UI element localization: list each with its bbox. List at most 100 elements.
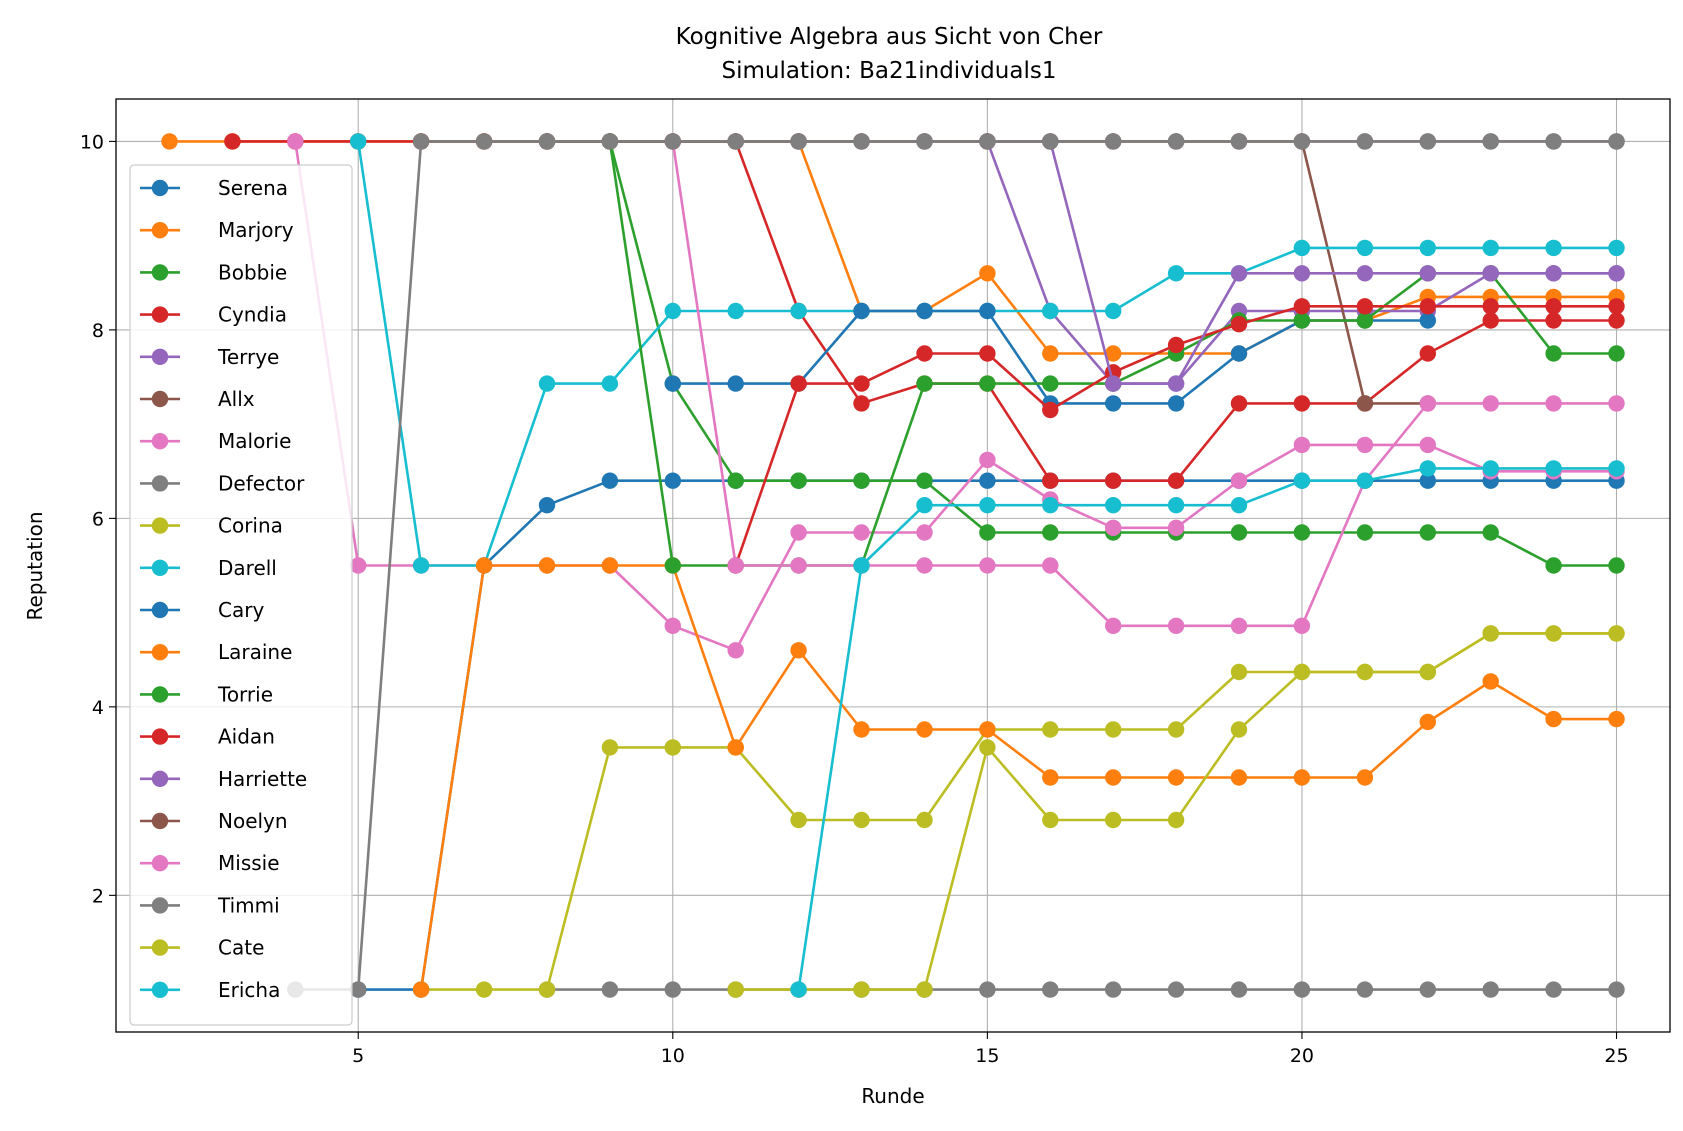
legend-item-harriette: Harriette bbox=[140, 767, 307, 791]
data-point-missie bbox=[1482, 395, 1499, 412]
data-point-cyndia bbox=[853, 395, 870, 412]
data-point-darell bbox=[1419, 239, 1437, 257]
data-point-bobbie bbox=[979, 524, 996, 541]
legend-item-cate: Cate bbox=[140, 936, 264, 960]
legend-item-cyndia: Cyndia bbox=[140, 303, 287, 327]
data-point-cyndia bbox=[1293, 395, 1311, 412]
data-point-laraine bbox=[1356, 769, 1374, 786]
data-point-ericha bbox=[1482, 460, 1499, 477]
data-point-corina bbox=[916, 811, 933, 829]
x-tick-label: 5 bbox=[352, 1045, 364, 1067]
data-point-cary bbox=[853, 302, 870, 320]
series-line-timmi bbox=[295, 140, 1617, 991]
legend-marker bbox=[151, 770, 169, 787]
legend-marker bbox=[151, 939, 169, 956]
data-point-cary bbox=[979, 302, 996, 320]
legend-item-allx: Allx bbox=[140, 387, 255, 411]
data-point-corina bbox=[1042, 721, 1059, 738]
data-point-bobbie bbox=[1230, 524, 1248, 541]
legend-item-noelyn: Noelyn bbox=[140, 809, 288, 833]
data-point-corina bbox=[1230, 663, 1248, 681]
data-point-marjory bbox=[161, 133, 178, 150]
legend-label: Malorie bbox=[218, 429, 291, 453]
legend-marker bbox=[151, 644, 169, 661]
data-point-aidan bbox=[1293, 298, 1311, 315]
data-point-malorie bbox=[1293, 436, 1311, 454]
legend-label: Missie bbox=[218, 851, 280, 875]
data-point-cary bbox=[727, 375, 744, 392]
data-point-malorie bbox=[853, 524, 870, 541]
data-point-missie bbox=[727, 557, 744, 574]
data-point-timmi bbox=[1356, 133, 1374, 150]
data-point-defector bbox=[1293, 981, 1311, 998]
y-axis-label: Reputation bbox=[23, 511, 47, 620]
data-point-timmi bbox=[790, 133, 807, 150]
data-point-cate bbox=[1105, 811, 1122, 829]
series-line-missie bbox=[671, 141, 1617, 628]
data-point-corina bbox=[1105, 721, 1122, 738]
data-point-cyndia bbox=[1545, 312, 1562, 329]
legend-marker bbox=[151, 812, 169, 830]
data-point-laraine bbox=[916, 721, 933, 738]
legend-item-aidan: Aidan bbox=[140, 725, 275, 749]
data-point-laraine bbox=[1167, 769, 1185, 786]
legend-item-serena: Serena bbox=[140, 176, 288, 200]
data-point-cyndia bbox=[1042, 472, 1059, 489]
data-point-ericha bbox=[1545, 460, 1562, 477]
legend-marker bbox=[151, 559, 169, 576]
data-point-laraine bbox=[727, 739, 744, 756]
legend-marker bbox=[151, 517, 169, 534]
data-point-aidan bbox=[790, 375, 807, 392]
data-point-cate bbox=[1608, 625, 1625, 642]
data-point-missie bbox=[1167, 617, 1185, 634]
data-point-aidan bbox=[1419, 298, 1437, 315]
data-point-darell bbox=[1105, 302, 1122, 320]
data-point-torrie bbox=[664, 557, 681, 574]
data-point-malorie bbox=[979, 451, 996, 469]
legend-marker bbox=[151, 855, 169, 872]
data-point-harriette bbox=[1356, 265, 1374, 282]
data-point-malorie bbox=[287, 133, 304, 150]
legend-item-malorie: Malorie bbox=[140, 429, 291, 453]
data-point-cate bbox=[727, 981, 744, 998]
legend-item-bobbie: Bobbie bbox=[140, 260, 287, 284]
data-point-timmi bbox=[538, 133, 556, 150]
legend-marker bbox=[151, 981, 169, 998]
data-point-timmi bbox=[727, 133, 744, 150]
legend-item-terrye: Terrye bbox=[140, 345, 279, 369]
series-line-laraine bbox=[419, 564, 1617, 990]
data-point-cary bbox=[1419, 312, 1437, 329]
data-point-timmi bbox=[1167, 133, 1185, 150]
data-point-bobbie bbox=[853, 472, 870, 489]
legend-marker bbox=[151, 222, 169, 239]
data-point-bobbie bbox=[1545, 557, 1562, 574]
data-point-harriette bbox=[1105, 375, 1122, 392]
data-point-bobbie bbox=[1293, 524, 1311, 541]
data-point-timmi bbox=[1105, 133, 1122, 150]
data-point-timmi bbox=[1230, 133, 1248, 150]
data-point-malorie bbox=[727, 642, 744, 659]
series-cate bbox=[727, 625, 1625, 998]
legend-label: Marjory bbox=[218, 218, 294, 242]
data-point-laraine bbox=[979, 721, 996, 738]
data-point-timmi bbox=[1482, 133, 1499, 150]
data-point-darell bbox=[790, 302, 807, 320]
legend-label: Aidan bbox=[218, 725, 275, 749]
data-point-cate bbox=[1419, 663, 1437, 681]
legend-label: Ericha bbox=[218, 978, 280, 1002]
legend-item-corina: Corina bbox=[140, 514, 283, 538]
x-tick-label: 20 bbox=[1290, 1045, 1314, 1067]
data-point-laraine bbox=[1230, 769, 1248, 786]
data-point-serena bbox=[538, 497, 556, 514]
data-point-laraine bbox=[475, 557, 493, 574]
data-point-malorie bbox=[790, 524, 807, 541]
legend-marker bbox=[151, 897, 169, 914]
legend-label: Allx bbox=[218, 387, 255, 411]
legend-marker bbox=[151, 179, 169, 197]
data-point-darell bbox=[664, 302, 681, 320]
data-point-laraine bbox=[1042, 769, 1059, 786]
data-point-bobbie bbox=[1419, 524, 1437, 541]
data-point-aidan bbox=[1482, 298, 1499, 315]
data-point-marjory bbox=[1042, 345, 1059, 362]
y-tick-label: 2 bbox=[92, 885, 104, 907]
